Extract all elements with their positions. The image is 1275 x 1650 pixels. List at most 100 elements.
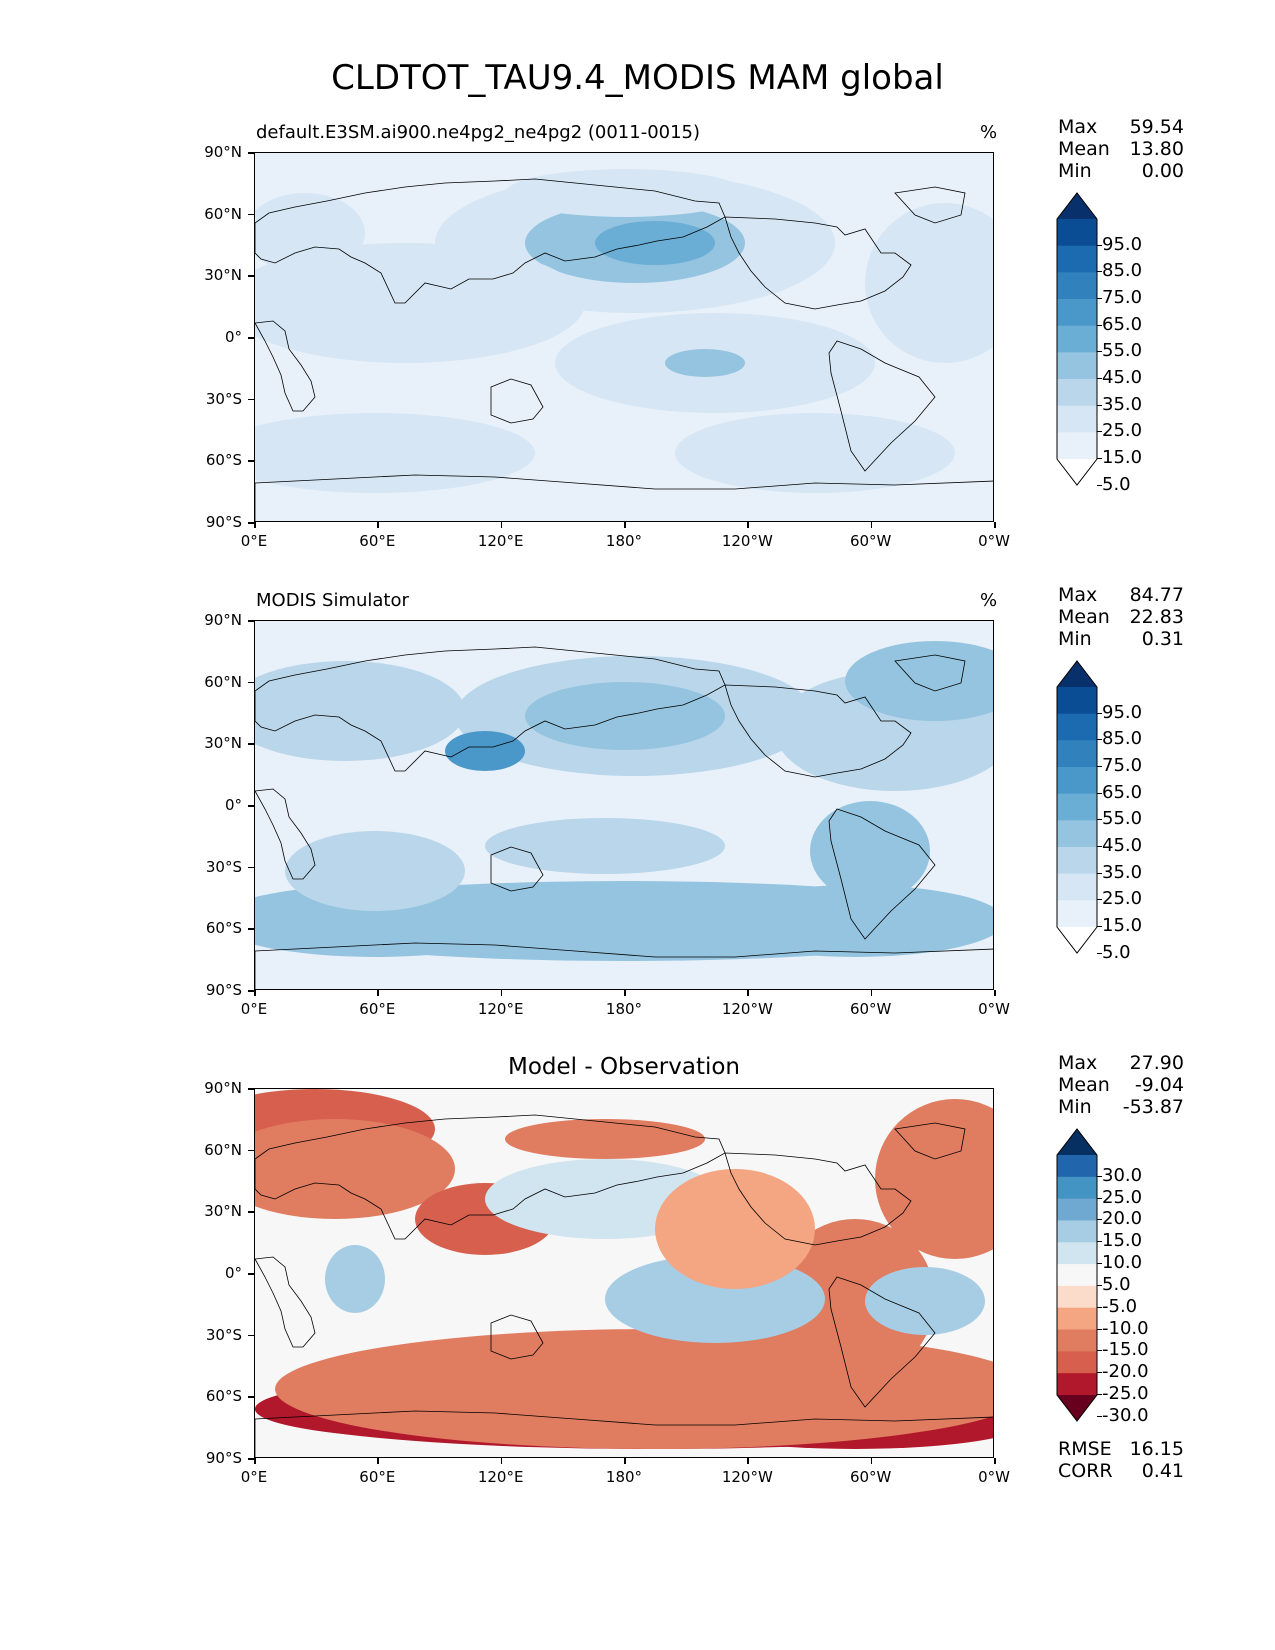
- colorbar-tick: [1097, 458, 1102, 459]
- colorbar-segment: [1057, 1242, 1097, 1265]
- colorbar-segment: [1057, 432, 1097, 460]
- colorbar-segment: [1057, 1285, 1097, 1309]
- colorbar-label: 95.0: [1102, 701, 1143, 723]
- x-tick-label: 60°W: [849, 1468, 892, 1486]
- coastline: [894, 654, 966, 692]
- colorbar-tick: [1097, 1241, 1102, 1243]
- colorbar-label: 25.0: [1102, 420, 1143, 442]
- x-tick-label: 0°E: [240, 532, 268, 550]
- panel-2-map: [254, 620, 994, 990]
- colorbar-segment: [1057, 299, 1097, 327]
- colorbar-extend-max: [1057, 193, 1097, 219]
- y-tick-label: 0°: [224, 796, 242, 814]
- contour-region: [865, 1267, 985, 1335]
- colorbar-svg: [1056, 660, 1098, 954]
- contour-region: [285, 831, 465, 911]
- contour-region: [865, 203, 993, 363]
- panel-2-stats: Max 84.77 Mean 22.83 Min 0.31: [1058, 584, 1184, 650]
- colorbar-label: 45.0: [1102, 367, 1143, 388]
- colorbar-svg: [1056, 1128, 1098, 1422]
- y-tick-mark: [248, 990, 254, 992]
- colorbar-tick: [1097, 1328, 1102, 1330]
- metric-label: RMSE: [1058, 1438, 1112, 1460]
- stat-row: Min 0.31: [1058, 628, 1184, 650]
- colorbar-segment: [1057, 1329, 1097, 1352]
- x-tick-mark: [254, 990, 256, 996]
- stat-row: Min 0.00: [1058, 160, 1184, 182]
- coastline: [828, 1276, 936, 1408]
- contour-region: [525, 682, 725, 750]
- contour-region: [705, 885, 993, 957]
- stat-value: 59.54: [1129, 116, 1184, 138]
- coastline: [490, 846, 544, 892]
- x-tick-mark: [747, 522, 749, 528]
- y-tick-label: 0°: [224, 1264, 242, 1282]
- y-tick-label: 90°S: [205, 1449, 242, 1467]
- colorbar-extend-min: [1057, 459, 1097, 485]
- contour-field: [255, 1089, 993, 1457]
- colorbar-segment: [1057, 325, 1097, 353]
- stat-row: Max 84.77: [1058, 584, 1184, 606]
- y-tick-mark: [248, 1149, 254, 1152]
- coastline: [828, 808, 936, 940]
- x-tick-label: 60°E: [359, 1468, 396, 1486]
- coastline: [255, 320, 316, 412]
- x-tick-mark: [377, 990, 379, 996]
- colorbar-label: 15.0: [1102, 447, 1143, 468]
- y-tick-label: 90°S: [205, 513, 242, 531]
- contour-region: [485, 818, 725, 874]
- colorbar-tick: [1097, 712, 1102, 714]
- colorbar-tick: [1097, 899, 1102, 901]
- colorbar-extend-min: [1057, 1395, 1097, 1421]
- colorbar-label: -30.0: [1102, 1404, 1149, 1426]
- stat-label: Min: [1058, 1096, 1092, 1118]
- colorbar-segment: [1057, 740, 1097, 768]
- stat-label: Max: [1058, 1052, 1098, 1074]
- x-tick-mark: [377, 522, 379, 528]
- contour-field: [255, 621, 993, 989]
- colorbar-segment: [1057, 873, 1097, 901]
- x-tick-mark: [500, 1458, 503, 1464]
- stat-value: 0.00: [1141, 160, 1184, 182]
- stat-row: Max 59.54: [1058, 116, 1184, 138]
- colorbar-tick: [1097, 404, 1102, 406]
- colorbar-tick: [1097, 1415, 1102, 1417]
- x-tick-label: 120°E: [477, 1468, 524, 1486]
- y-tick-label: 60°S: [205, 919, 242, 938]
- metric-row: RMSE 16.15: [1058, 1438, 1184, 1460]
- x-tick-mark: [254, 522, 256, 528]
- y-tick-mark: [248, 275, 254, 277]
- panel-1-stats: Max 59.54 Mean 13.80 Min 0.00: [1058, 116, 1184, 182]
- coastline: [724, 1152, 912, 1246]
- coastline: [255, 788, 316, 880]
- x-tick-mark: [994, 522, 996, 528]
- x-tick-label: 60°W: [849, 532, 892, 550]
- x-tick-label: 120°E: [477, 1000, 524, 1018]
- colorbar-tick: [1097, 1197, 1102, 1199]
- contour-region: [255, 661, 465, 761]
- colorbar-tick: [1097, 1350, 1102, 1352]
- y-tick-label: 60°N: [204, 672, 242, 691]
- panel-1-title: default.E3SM.ai900.ne4pg2_ne4pg2 (0011-0…: [256, 122, 701, 143]
- y-tick-mark: [248, 1396, 254, 1398]
- colorbar-label: 55.0: [1102, 808, 1143, 830]
- coastline: [894, 186, 966, 224]
- colorbar-label: 65.0: [1102, 781, 1143, 803]
- colorbar-label: 85.0: [1102, 728, 1143, 750]
- colorbar-segment: [1057, 900, 1097, 928]
- colorbar-label: 15.0: [1102, 915, 1143, 936]
- x-tick-label: 0°E: [240, 1000, 268, 1018]
- stat-value: -9.04: [1134, 1074, 1184, 1096]
- y-tick-mark: [248, 805, 254, 807]
- colorbar-label: 5.0: [1102, 473, 1131, 495]
- colorbar-tick: [1097, 431, 1102, 433]
- contour-region: [595, 221, 715, 265]
- x-tick-mark: [624, 522, 626, 528]
- y-tick-label: 30°N: [204, 734, 242, 753]
- colorbar-label: 5.0: [1102, 941, 1131, 963]
- contour-region: [665, 349, 745, 377]
- stat-label: Max: [1058, 116, 1098, 138]
- stat-row: Mean 22.83: [1058, 606, 1184, 628]
- x-tick-mark: [624, 1458, 626, 1464]
- y-tick-label: 60°S: [205, 1387, 242, 1406]
